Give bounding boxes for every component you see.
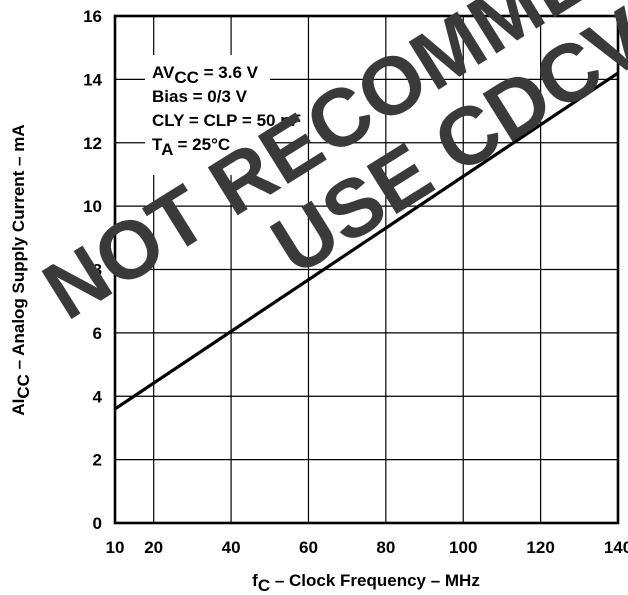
x-tick-label: 80 [376, 538, 395, 557]
x-axis-label: fC – Clock Frequency – MHz [252, 571, 480, 595]
conditions-background [145, 55, 270, 175]
x-tick-label: 10 [106, 538, 125, 557]
y-tick-labels: 0 2 4 6 8 10 12 14 16 [83, 7, 102, 533]
plot-border [113, 14, 620, 525]
x-tick-label: 140 [604, 538, 628, 557]
x-tick-label: 120 [526, 538, 554, 557]
x-tick-label: 40 [222, 538, 241, 557]
series [114, 71, 619, 411]
condition-line: CLY = CLP = 50 pF [152, 111, 301, 130]
y-tick-label: 10 [83, 197, 102, 216]
y-tick-label: 6 [93, 324, 102, 343]
plot-frame [113, 14, 620, 525]
y-tick-label: 16 [83, 7, 102, 26]
y-tick-label: 8 [93, 261, 102, 280]
x-tick-label: 60 [299, 538, 318, 557]
y-axis-label: AICC – Analog Supply Current – mA [9, 124, 33, 415]
y-tick-label: 0 [93, 514, 102, 533]
x-tick-label: 100 [449, 538, 477, 557]
y-tick-label: 12 [83, 134, 102, 153]
x-tick-labels: 10 20 40 60 80 100 120 140 [106, 538, 628, 557]
y-tick-label: 4 [93, 387, 103, 406]
series-line [114, 71, 619, 411]
condition-line: Bias = 0/3 V [152, 87, 248, 106]
y-tick-label: 2 [93, 451, 102, 470]
x-tick-label: 20 [144, 538, 163, 557]
condition-line: AVCC = 3.6 V [152, 63, 259, 87]
condition-line: TA = 25°C [152, 135, 230, 159]
axis-labels: fC – Clock Frequency – MHz AICC – Analog … [9, 124, 480, 595]
y-tick-label: 14 [83, 70, 102, 89]
